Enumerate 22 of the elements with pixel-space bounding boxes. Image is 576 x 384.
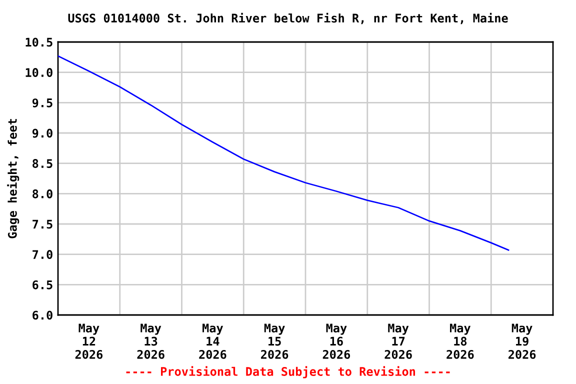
y-axis-title: Gage height, feet bbox=[7, 119, 20, 238]
x-tick-label: May 15 2026 bbox=[261, 324, 288, 359]
x-tick-label: May 13 2026 bbox=[137, 324, 164, 359]
y-tick-label: 6.5 bbox=[32, 280, 52, 290]
y-tick-label: 8.0 bbox=[32, 189, 52, 198]
y-tick-label: 10.5 bbox=[26, 38, 52, 47]
line-series bbox=[58, 55, 510, 251]
x-tick-label: May 14 2026 bbox=[199, 324, 226, 359]
x-tick-label: May 17 2026 bbox=[384, 324, 412, 359]
x-tick-label: May 16 2026 bbox=[322, 324, 350, 359]
text: ---- Provisional Data Subject to Revision ---- bbox=[126, 366, 450, 378]
y-tick-label: 8.5 bbox=[32, 159, 52, 168]
y-tick-label: 10.0 bbox=[26, 68, 52, 77]
chart-title: USGS 01014000 St. John River below Fish R, nr Fort Kent, Maine bbox=[68, 12, 508, 24]
y-tick-label: 7.5 bbox=[32, 220, 52, 229]
x-tick-label: May 18 2026 bbox=[446, 324, 474, 359]
y-tick-label: 7.0 bbox=[32, 250, 52, 259]
x-tick-label: May 19 2026 bbox=[508, 324, 536, 359]
x-tick-label: May 12 2026 bbox=[75, 324, 103, 359]
y-tick-label: 9.5 bbox=[32, 98, 52, 108]
y-tick-label: 9.0 bbox=[32, 128, 52, 138]
y-tick-label: 6.0 bbox=[32, 310, 52, 320]
